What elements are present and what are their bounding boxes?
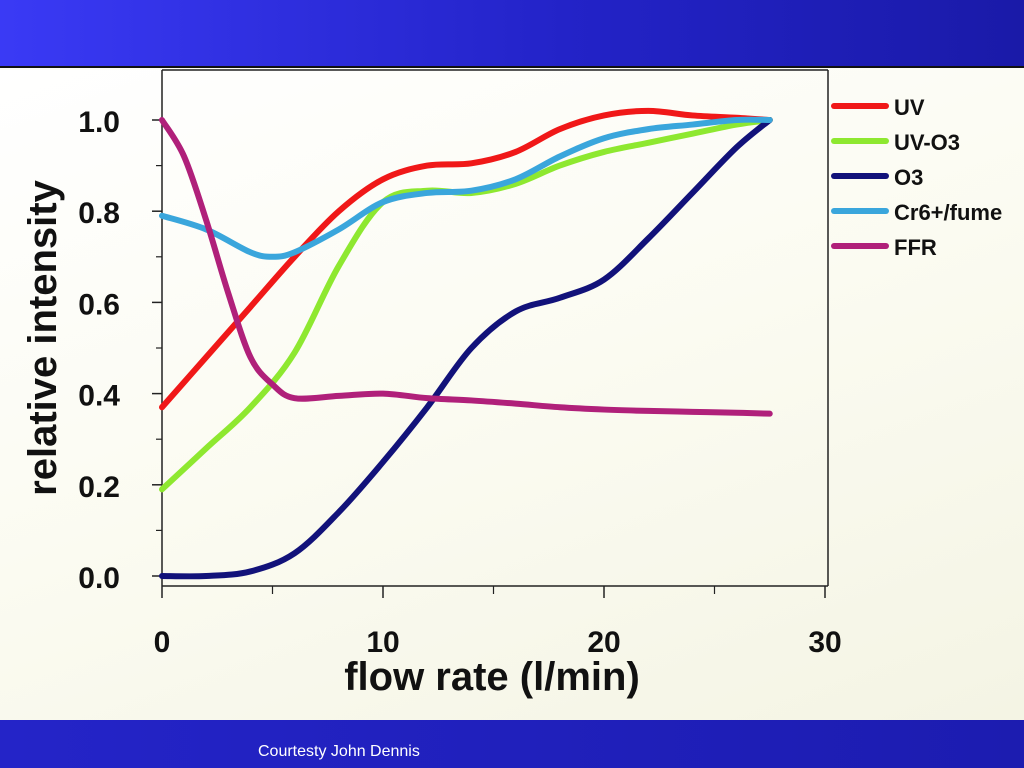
x-tick-label: 10 (366, 626, 399, 659)
x-tick-label: 0 (154, 626, 171, 659)
title-bar (0, 0, 1024, 68)
series-line-ffr (159, 117, 773, 417)
x-axis-title: flow rate (l/min) (344, 655, 640, 699)
x-tick-label: 30 (808, 626, 841, 659)
legend-label-o3: O3 (894, 165, 923, 190)
y-tick-label: 0.0 (78, 562, 120, 595)
chart-legend: UV UV-O3 O3 Cr6+/fume FFR (831, 95, 1002, 260)
chart-ticks: 0.0 0.2 0.4 0.6 0.8 1.0 0 10 20 30 (78, 106, 841, 659)
y-tick-label: 0.4 (78, 380, 120, 413)
chart-series (159, 107, 773, 580)
chart-axes (161, 69, 829, 587)
footer-bar (0, 720, 1024, 768)
series-line-o3 (159, 117, 773, 580)
y-tick-label: 0.2 (78, 471, 120, 504)
series-line-cr6-fume (159, 116, 773, 260)
footer-credit: Courtesty John Dennis (258, 743, 420, 760)
legend-label-uv-o3: UV-O3 (894, 130, 960, 155)
y-tick-label: 0.6 (78, 288, 120, 321)
y-tick-label: 1.0 (78, 106, 120, 139)
y-tick-label: 0.8 (78, 197, 120, 230)
x-tick-label: 20 (587, 626, 620, 659)
legend-label-cr6-fume: Cr6+/fume (894, 200, 1002, 225)
series-line-uv (159, 107, 773, 411)
legend-label-uv: UV (894, 95, 925, 120)
legend-label-ffr: FFR (894, 235, 937, 260)
y-axis-title: relative intensity (21, 179, 65, 495)
